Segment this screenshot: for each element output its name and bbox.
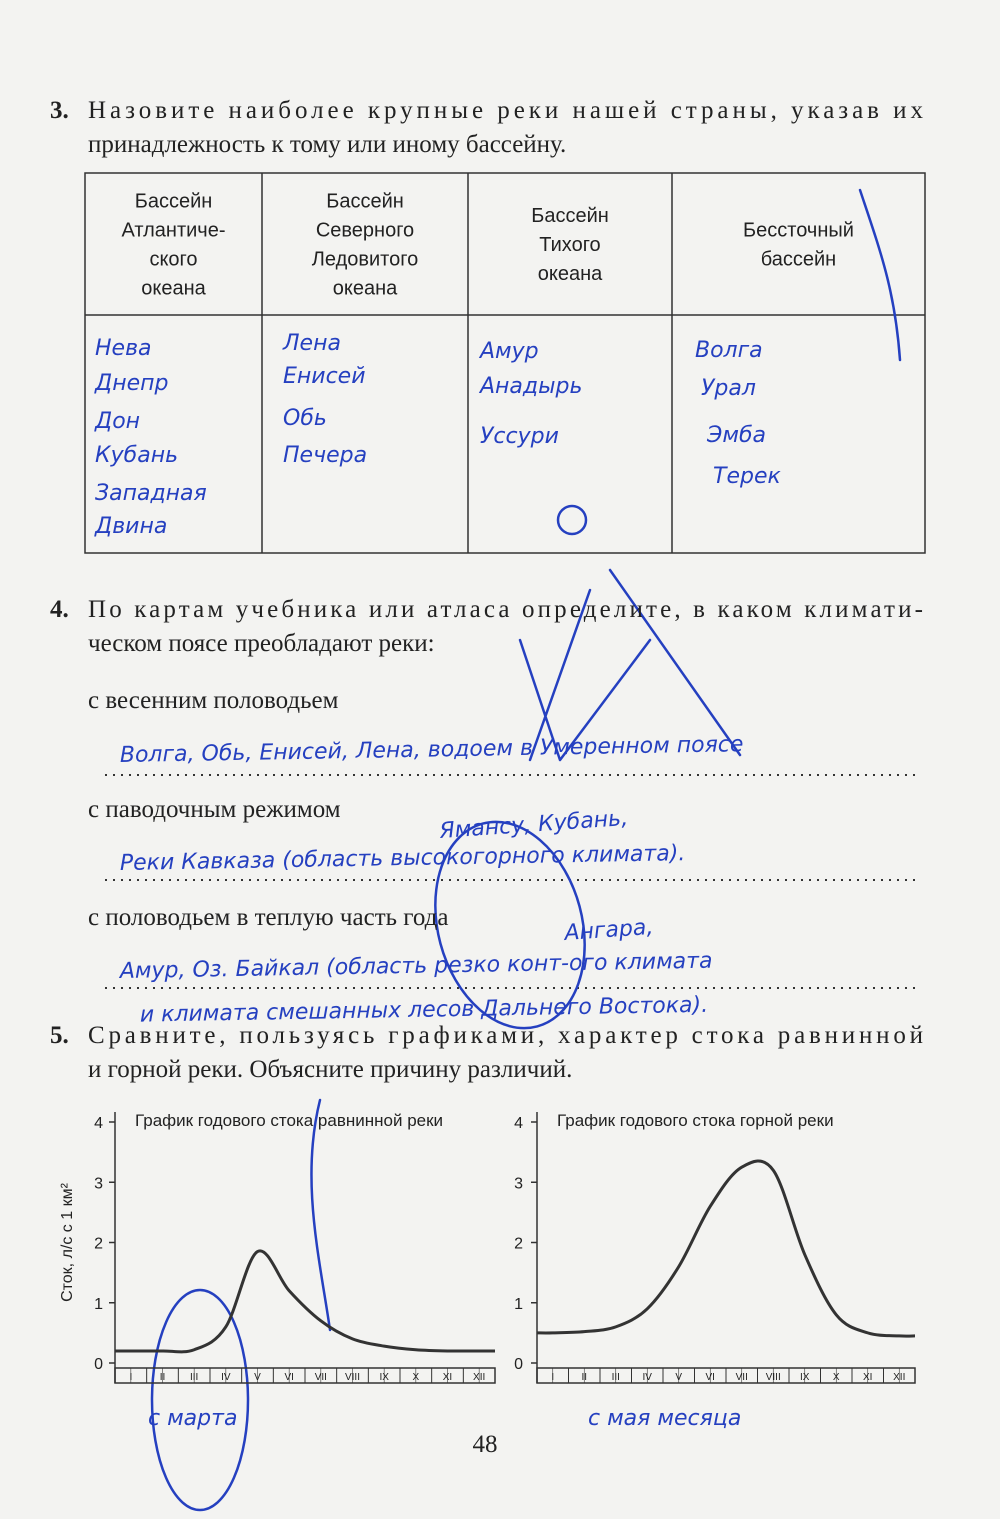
handwritten-river: Западная <box>95 481 207 506</box>
handwritten-river: Обь <box>283 406 327 431</box>
table-header: ского <box>149 249 197 271</box>
table-header: океана <box>538 263 603 285</box>
task-text: ческом поясе преобладают реки: <box>88 630 435 657</box>
table-header: Бассейн <box>531 205 609 227</box>
handwritten-annotation: Ямансу, Кубань, <box>438 806 629 844</box>
x-tick-label: II <box>581 1372 587 1383</box>
chart-title: График годового стока равнинной реки <box>135 1111 444 1130</box>
y-tick-label: 1 <box>514 1296 523 1313</box>
table-header: Бессточный <box>743 220 854 242</box>
handwritten-river: Лена <box>282 331 341 356</box>
task-number: 4. <box>50 596 69 623</box>
x-tick-label: VIII <box>766 1372 781 1383</box>
x-tick-label: VI <box>284 1372 293 1383</box>
x-tick-label: III <box>190 1372 198 1383</box>
item-label: с паводочным режимом <box>88 796 341 823</box>
y-tick-label: 4 <box>94 1115 103 1132</box>
x-tick-label: IV <box>221 1372 231 1383</box>
x-tick-label: XI <box>863 1372 872 1383</box>
table-header: океана <box>141 278 206 300</box>
task-text: Назовите наиболее крупные реки нашей стр… <box>88 97 923 124</box>
table-header: океана <box>333 278 398 300</box>
x-tick-label: XI <box>443 1372 452 1383</box>
task-text: принадлежность к тому или иному бассейну… <box>88 131 566 158</box>
y-tick-label: 3 <box>514 1175 523 1192</box>
item-label: с весенним половодьем <box>88 687 339 714</box>
x-tick-label: VII <box>736 1372 748 1383</box>
y-tick-label: 2 <box>514 1236 523 1253</box>
task-text: и горной реки. Объясните причину различи… <box>88 1056 572 1083</box>
handwritten-river: Днепр <box>94 371 168 396</box>
table-header: бассейн <box>761 249 836 271</box>
handwritten-answer: Реки Кавказа (область высокогорного клим… <box>120 841 686 876</box>
table-frame <box>84 172 926 554</box>
handwritten-annotation: Ангара, <box>562 915 654 946</box>
y-tick-label: 0 <box>94 1356 103 1373</box>
handwritten-river: Кубань <box>95 443 178 468</box>
handwritten-river: Анадырь <box>478 374 582 399</box>
x-tick-label: VII <box>315 1372 327 1383</box>
handwritten-river: Терек <box>713 464 781 489</box>
x-tick-label: IV <box>643 1372 653 1383</box>
handwritten-river: Двина <box>94 514 167 539</box>
x-tick-label: XII <box>893 1372 905 1383</box>
table-header: Ледовитого <box>312 249 418 271</box>
table-header: Бассейн <box>135 191 213 213</box>
table-header: Тихого <box>539 234 600 256</box>
x-tick-label: III <box>612 1372 620 1383</box>
y-tick-label: 1 <box>94 1296 103 1313</box>
handwritten-river: Енисей <box>283 364 366 389</box>
x-tick-label: I <box>129 1372 132 1383</box>
x-tick-label: X <box>412 1372 419 1383</box>
runoff-line <box>536 1159 916 1338</box>
x-tick-label: VIII <box>345 1372 360 1383</box>
handwritten-river: Урал <box>701 376 756 401</box>
handwritten-river: Эмба <box>706 423 766 448</box>
x-tick-label: V <box>254 1372 261 1383</box>
item-label: с половодьем в теплую часть года <box>88 904 449 931</box>
pen-scribbles <box>150 188 902 1512</box>
chart-title-box: График годового стока равнинной реки <box>135 1111 444 1130</box>
x-tick-label: IX <box>379 1372 389 1383</box>
runoff-line <box>114 1249 495 1354</box>
y-tick-label: 2 <box>94 1236 103 1253</box>
handwritten-river: Печера <box>283 443 367 468</box>
task-number: 3. <box>50 97 69 124</box>
task-number: 5. <box>50 1022 69 1049</box>
handwritten-note: с марта <box>148 1406 237 1431</box>
y-tick-label: 4 <box>514 1115 523 1132</box>
handwritten-river: Нева <box>95 336 152 361</box>
task-text: По картам учебника или атласа определите… <box>88 596 923 623</box>
table-header: Атлантиче- <box>122 220 226 242</box>
handwritten-river: Волга <box>695 338 763 363</box>
handwritten-note: с мая месяца <box>588 1406 741 1431</box>
handwritten-river: Амур <box>478 339 539 364</box>
handwritten-answer: Амур, Оз. Байкал (область резко конт-ого… <box>118 949 713 984</box>
x-tick-label: X <box>833 1372 840 1383</box>
x-tick-label: I <box>551 1372 554 1383</box>
handwritten-river: Дон <box>94 409 140 434</box>
handwritten-river: Уссури <box>480 424 559 449</box>
y-tick-label: 3 <box>94 1175 103 1192</box>
x-tick-label: IX <box>800 1372 810 1383</box>
chart-title: График годового стока горной реки <box>557 1111 834 1130</box>
chart-title-box: График годового стока горной реки <box>557 1111 834 1130</box>
x-tick-label: XII <box>473 1372 485 1383</box>
x-tick-label: V <box>675 1372 682 1383</box>
page-number: 48 <box>473 1431 498 1458</box>
table-header: Бассейн <box>326 191 404 213</box>
table-header: Северного <box>316 220 414 242</box>
handwritten-answer: Волга, Обь, Енисей, Лена, водоем в Умере… <box>120 732 744 768</box>
y-tick-label: 0 <box>514 1356 523 1373</box>
x-tick-label: II <box>160 1372 166 1383</box>
y-axis-label: Сток, л/с с 1 км² <box>59 1182 76 1302</box>
x-tick-label: VI <box>706 1372 715 1383</box>
